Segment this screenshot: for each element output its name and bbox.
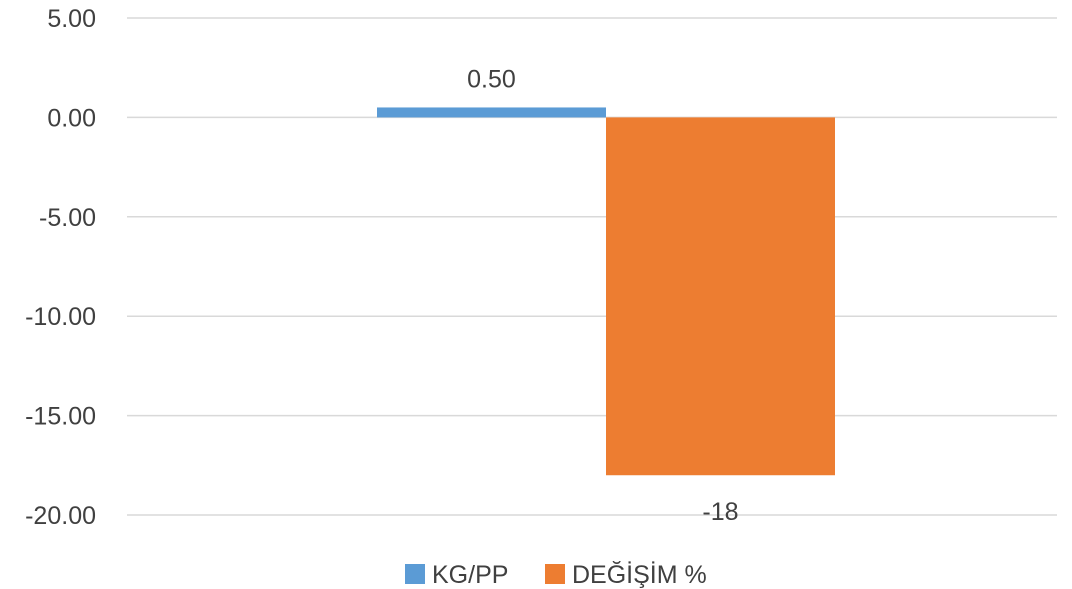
legend-label-1: KG/PP [432,561,508,589]
y-tick-label: -20.00 [25,502,96,530]
bars [377,107,835,476]
bar-1 [377,107,606,118]
legend-swatch-1 [405,564,425,584]
y-tick-label: 0.00 [47,104,96,132]
legend-swatch-2 [545,564,565,584]
gridlines [127,17,1057,516]
y-tick-label: -5.00 [39,204,96,232]
data-label-1: 0.50 [467,65,516,93]
y-tick-label: 5.00 [47,5,96,33]
y-axis-tick-labels: 5.00 0.00 -5.00 -10.00 -15.00 -20.00 [25,5,96,530]
bar-2 [606,117,835,476]
y-tick-label: -15.00 [25,403,96,431]
legend-label-2: DEĞİŞİM % [572,560,707,589]
data-labels: 0.50 -18 [467,65,738,526]
data-label-2: -18 [702,498,738,526]
legend: KG/PP DEĞİŞİM % [405,560,707,589]
y-tick-label: -10.00 [25,303,96,331]
